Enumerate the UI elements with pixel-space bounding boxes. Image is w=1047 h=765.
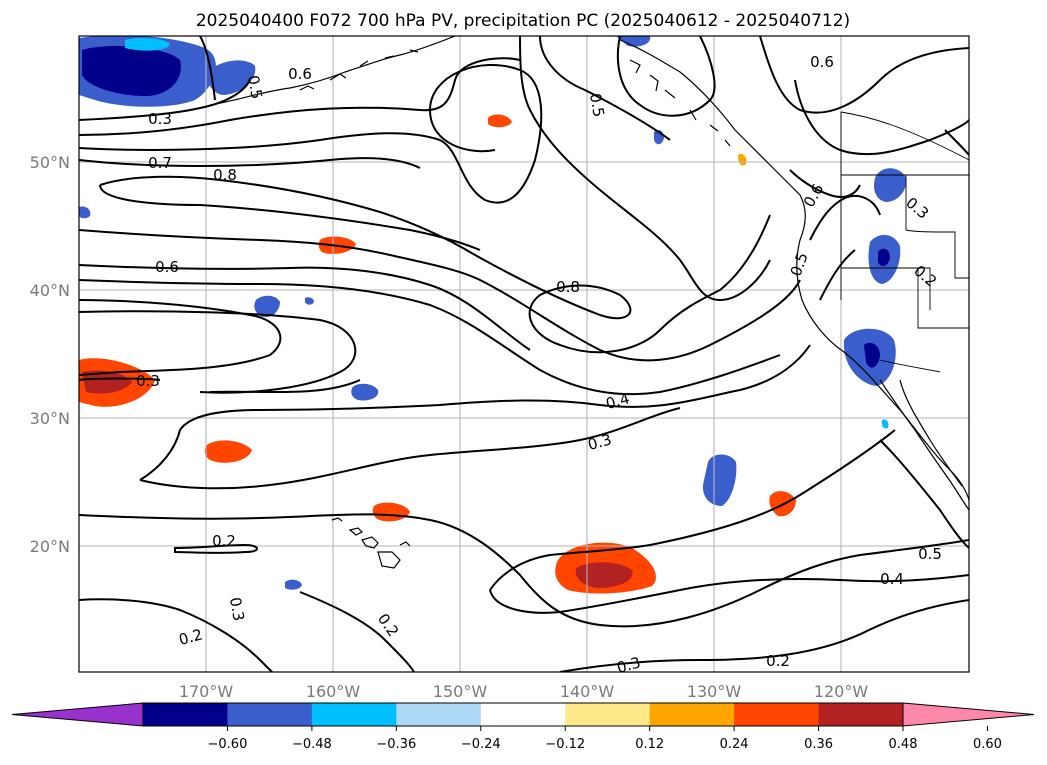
contour-label: 0.2 — [766, 652, 790, 670]
precip-blob-negative — [351, 383, 379, 401]
precip-blob-negative — [702, 454, 737, 506]
contour-label: 0.2 — [212, 532, 236, 550]
colorbar-extend-max — [902, 702, 1035, 727]
contour-label: 0.6 — [810, 53, 834, 71]
contour-label: 0.4 — [604, 389, 632, 413]
longitude-labels: 170°W 160°W 150°W 140°W 130°W 120°W — [179, 682, 869, 701]
map-area: 0.6 0.5 0.3 0.7 0.8 0.6 0.3 0.2 0.2 0.3 … — [79, 36, 969, 677]
colorbar-tick-label: 0.60 — [973, 737, 1002, 752]
precip-blob-negative — [874, 168, 907, 202]
colorbar-box — [311, 703, 397, 726]
colorbar-tick-label: 0.48 — [889, 737, 918, 752]
precip-blob-negative — [305, 297, 314, 305]
precip-blob-positive-core — [575, 562, 633, 588]
precip-blob-negative — [79, 206, 91, 219]
lon-label: 150°W — [433, 682, 488, 701]
lat-label: 30°N — [30, 409, 70, 428]
contour-label: 0.5 — [918, 545, 942, 563]
colorbar-tick-label: 0.24 — [720, 737, 749, 752]
contour-label: 0.3 — [136, 372, 160, 390]
precip-shading — [79, 36, 907, 594]
colorbar-box — [734, 703, 820, 726]
colorbar-tick-label: −0.24 — [461, 737, 501, 752]
contour-label: 0.4 — [880, 570, 904, 588]
colorbar-tick-label: −0.48 — [292, 737, 332, 752]
colorbar-outline — [142, 702, 904, 727]
contour-label: 0.5 — [586, 92, 608, 119]
precip-blob-positive — [204, 440, 252, 463]
lat-label: 20°N — [30, 537, 70, 556]
lon-label: 120°W — [814, 682, 869, 701]
colorbar-box — [396, 703, 482, 726]
colorbar-tick-label: −0.60 — [208, 737, 248, 752]
contour-label: 0.3 — [148, 110, 172, 128]
precip-blob-positive-core — [82, 370, 132, 394]
precip-blob-negative — [285, 579, 302, 590]
contour-label: 0.8 — [213, 166, 237, 184]
precip-blob-negative-core — [878, 248, 890, 267]
colorbar-box — [818, 703, 904, 726]
contour-label: 0.3 — [586, 430, 614, 454]
lat-label: 50°N — [30, 153, 70, 172]
colorbar-extend-min — [11, 702, 144, 727]
political-borders — [840, 111, 969, 373]
colorbar-box — [649, 703, 735, 726]
precip-blob-negative — [881, 419, 889, 429]
precip-blob-negative — [208, 60, 256, 95]
colorbar-tick-label: −0.36 — [376, 737, 416, 752]
contour-label: 0.6 — [155, 258, 179, 276]
contour-label: 0.5 — [244, 74, 266, 101]
contour-label: 0.8 — [556, 278, 580, 296]
colorbar-ticks: −0.60 −0.48 −0.36 −0.24 −0.12 0.12 0.24 0.36 0.4… — [208, 726, 1002, 752]
contour-label: 0.6 — [288, 65, 312, 83]
lon-label: 140°W — [560, 682, 615, 701]
precip-blob-negative — [254, 295, 280, 318]
colorbar-tick-label: 0.12 — [635, 737, 664, 752]
colorbar-box — [480, 703, 566, 726]
colorbar-box — [565, 703, 651, 726]
contour-label: 0.7 — [148, 154, 172, 172]
latitude-labels: 50°N 40°N 30°N 20°N — [30, 153, 70, 556]
figure-title: 2025040400 F072 700 hPa PV, precipitatio… — [196, 11, 850, 31]
precip-blob-negative — [616, 36, 651, 47]
colorbar-tick-label: 0.36 — [804, 737, 833, 752]
colorbar-tick-label: −0.12 — [545, 737, 585, 752]
lat-label: 40°N — [30, 281, 70, 300]
map-frame — [78, 35, 970, 673]
precip-blob-negative-core — [864, 342, 880, 368]
precip-blob-negative — [125, 37, 170, 51]
contour-label: 0.3 — [226, 596, 248, 623]
contour-label: 0.3 — [615, 653, 643, 677]
contour-label: 0.2 — [177, 625, 205, 649]
colorbar — [11, 702, 1035, 727]
lon-label: 130°W — [687, 682, 742, 701]
precip-blob-positive — [738, 154, 747, 166]
lon-label: 170°W — [179, 682, 234, 701]
colorbar-box — [143, 703, 228, 726]
lon-label: 160°W — [306, 682, 361, 701]
precip-blob-negative-core — [82, 45, 181, 97]
pv-contours — [79, 36, 969, 672]
coastlines — [209, 36, 969, 569]
precip-blob-positive — [488, 114, 512, 128]
colorbar-box — [227, 703, 313, 726]
